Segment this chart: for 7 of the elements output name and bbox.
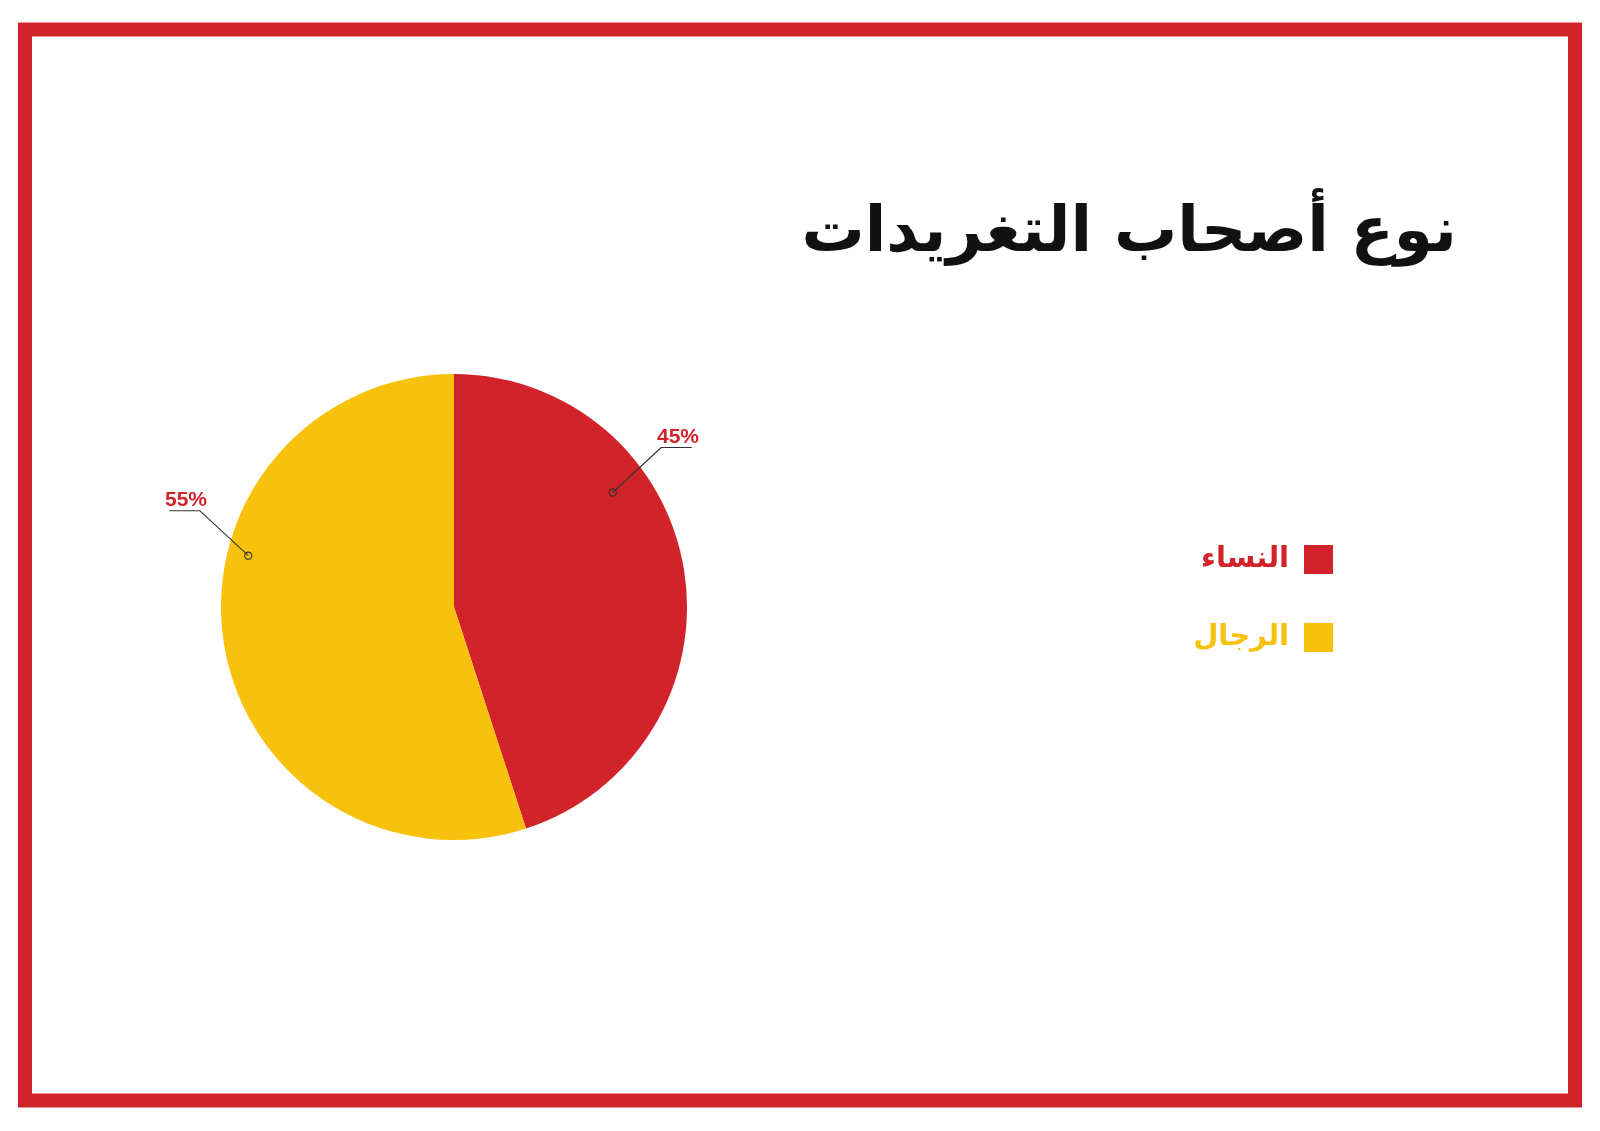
data-label: 45%	[657, 423, 699, 447]
legend-label: النساء	[1201, 540, 1289, 574]
legend-item: الرجال	[1193, 618, 1333, 652]
legend-item: النساء	[1201, 540, 1333, 574]
legend-label: الرجال	[1193, 618, 1289, 652]
chart-title: نوع أصحاب التغريدات	[801, 188, 1457, 267]
data-label: 55%	[165, 486, 208, 510]
